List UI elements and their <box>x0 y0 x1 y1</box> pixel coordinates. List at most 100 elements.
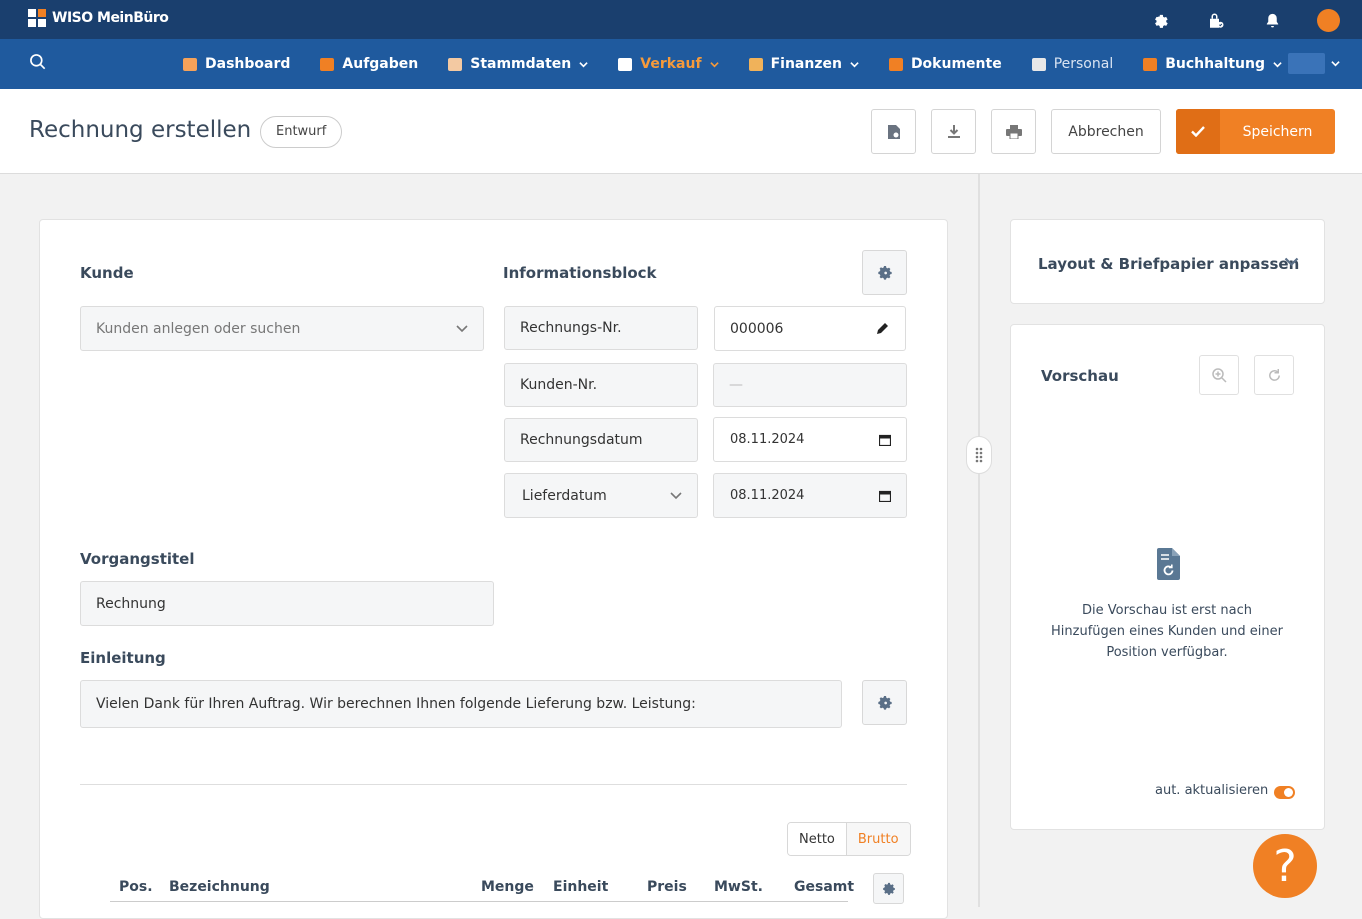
chart-icon <box>183 57 197 71</box>
gear-icon <box>877 265 892 280</box>
preview-message: Die Vorschau ist erst nach Hinzufügen ei… <box>1051 603 1283 660</box>
nav-item-label: Buchhaltung <box>1165 56 1265 72</box>
netto-option[interactable]: Netto <box>788 823 846 855</box>
customer-select[interactable]: Kunden anlegen oder suchen <box>80 306 484 351</box>
nav-item-buchhaltung[interactable]: Buchhaltung <box>1143 56 1282 72</box>
bank-icon <box>748 57 763 71</box>
chevron-down-icon <box>456 324 468 332</box>
col-header-unit: Einheit <box>553 879 609 895</box>
invoice-number-label: Rechnungs-Nr. <box>504 306 698 350</box>
bell-icon[interactable] <box>1261 10 1283 32</box>
id-card-icon <box>1031 57 1046 71</box>
save-button[interactable]: Speichern <box>1176 109 1335 154</box>
intro-input[interactable]: Vielen Dank für Ihren Auftrag. Wir berec… <box>80 680 842 728</box>
customer-label: Kunde <box>80 264 134 282</box>
page-title: Rechnung erstellen <box>29 117 252 143</box>
title-input[interactable]: Rechnung <box>80 581 494 626</box>
avatar[interactable] <box>1317 9 1340 32</box>
logo-icon <box>28 9 46 27</box>
folder-icon <box>888 57 903 71</box>
calendar-icon[interactable] <box>879 434 891 446</box>
price-mode-toggle: Netto Brutto <box>787 822 911 856</box>
customer-placeholder: Kunden anlegen oder suchen <box>96 320 301 337</box>
chevron-down-icon <box>850 61 859 67</box>
brutto-option[interactable]: Brutto <box>845 823 910 855</box>
customer-number-field: — <box>713 363 907 407</box>
info-block-settings-button[interactable] <box>862 250 907 295</box>
title-label: Vorgangstitel <box>80 550 195 568</box>
nav-item-finanzen[interactable]: Finanzen <box>748 56 859 72</box>
auto-update-toggle[interactable] <box>1274 786 1295 799</box>
shop-icon[interactable] <box>1205 10 1227 32</box>
col-header-vat: MwSt. <box>714 879 763 895</box>
cancel-button[interactable]: Abbrechen <box>1051 109 1161 154</box>
nav-item-label: Aufgaben <box>342 56 419 72</box>
top-bar: WISO MeinBüro <box>0 0 1362 39</box>
chevron-down-icon <box>1273 61 1282 67</box>
layout-panel[interactable]: Layout & Briefpapier anpassen <box>1010 219 1325 304</box>
drag-handle-icon <box>975 447 983 463</box>
tasks-icon <box>320 57 335 71</box>
delivery-date-value: 08.11.2024 <box>730 488 805 503</box>
invoice-number-value: 000006 <box>730 320 784 337</box>
refresh-icon <box>1268 368 1280 381</box>
download-button[interactable] <box>931 109 976 154</box>
download-icon <box>947 125 960 138</box>
account-switcher[interactable] <box>1288 53 1340 74</box>
nav-item-label: Dashboard <box>205 56 291 72</box>
invoice-date-field[interactable]: 08.11.2024 <box>713 417 907 462</box>
refresh-button[interactable] <box>1254 355 1294 395</box>
gear-icon <box>882 882 895 895</box>
nav-item-verkauf[interactable]: Verkauf <box>618 56 719 72</box>
chevron-down-icon <box>709 61 719 67</box>
intro-label: Einleitung <box>80 649 166 667</box>
invoice-date-label: Rechnungsdatum <box>504 418 698 462</box>
invoice-number-field[interactable]: 000006 <box>714 306 906 351</box>
gear-icon[interactable] <box>1149 10 1171 32</box>
calendar-icon[interactable] <box>879 490 891 502</box>
resize-handle[interactable] <box>966 436 992 474</box>
document-icon <box>618 57 633 71</box>
nav-item-dashboard[interactable]: Dashboard <box>183 56 290 72</box>
document-icon <box>887 124 900 139</box>
save-label: Speichern <box>1242 123 1313 140</box>
intro-settings-button[interactable] <box>862 680 907 725</box>
delivery-date-label: Lieferdatum <box>522 487 607 504</box>
nav-item-label: Verkauf <box>640 56 702 72</box>
zoom-button[interactable] <box>1199 355 1239 395</box>
zoom-in-icon <box>1212 368 1227 383</box>
chevron-down-icon <box>670 491 682 499</box>
nav-item-personal[interactable]: Personal <box>1031 56 1113 72</box>
document-refresh-icon <box>1157 548 1180 580</box>
delivery-date-type-select[interactable]: Lieferdatum <box>504 473 698 518</box>
nav-item-label: Dokumente <box>910 56 1002 72</box>
print-button[interactable] <box>991 109 1036 154</box>
nav-item-label: Stammdaten <box>470 56 572 72</box>
section-divider <box>80 784 907 785</box>
pencil-icon[interactable] <box>875 321 890 336</box>
col-header-price: Preis <box>647 879 687 895</box>
page-header: Rechnung erstellen Entwurf Abbrechen Spe… <box>0 89 1362 174</box>
delivery-date-field[interactable]: 08.11.2024 <box>713 473 907 518</box>
table-settings-button[interactable] <box>873 873 904 904</box>
main-nav: Dashboard Aufgaben Stammdaten Verkauf Finanz… <box>0 39 1362 89</box>
printer-icon <box>1005 124 1022 139</box>
invoice-date-value: 08.11.2024 <box>730 432 805 447</box>
check-icon <box>1176 109 1220 154</box>
search-icon[interactable] <box>28 52 48 76</box>
invoice-form-card: Kunde Kunden anlegen oder suchen Informa… <box>39 219 948 919</box>
nav-item-label: Finanzen <box>770 56 842 72</box>
pane-divider <box>978 174 980 907</box>
nav-item-dokumente[interactable]: Dokumente <box>888 56 1002 72</box>
help-button[interactable]: ? <box>1253 834 1317 898</box>
logo[interactable]: WISO MeinBüro <box>28 9 169 27</box>
nav-item-stammdaten[interactable]: Stammdaten <box>448 56 588 72</box>
ledger-icon <box>1143 57 1158 71</box>
nav-item-aufgaben[interactable]: Aufgaben <box>320 56 418 72</box>
chevron-down-icon[interactable] <box>1284 257 1299 267</box>
table-header-divider <box>110 901 848 902</box>
col-header-description: Bezeichnung <box>169 879 270 895</box>
chevron-down-icon <box>579 61 588 67</box>
preview-title: Vorschau <box>1041 367 1119 385</box>
preview-pdf-button[interactable] <box>871 109 916 154</box>
